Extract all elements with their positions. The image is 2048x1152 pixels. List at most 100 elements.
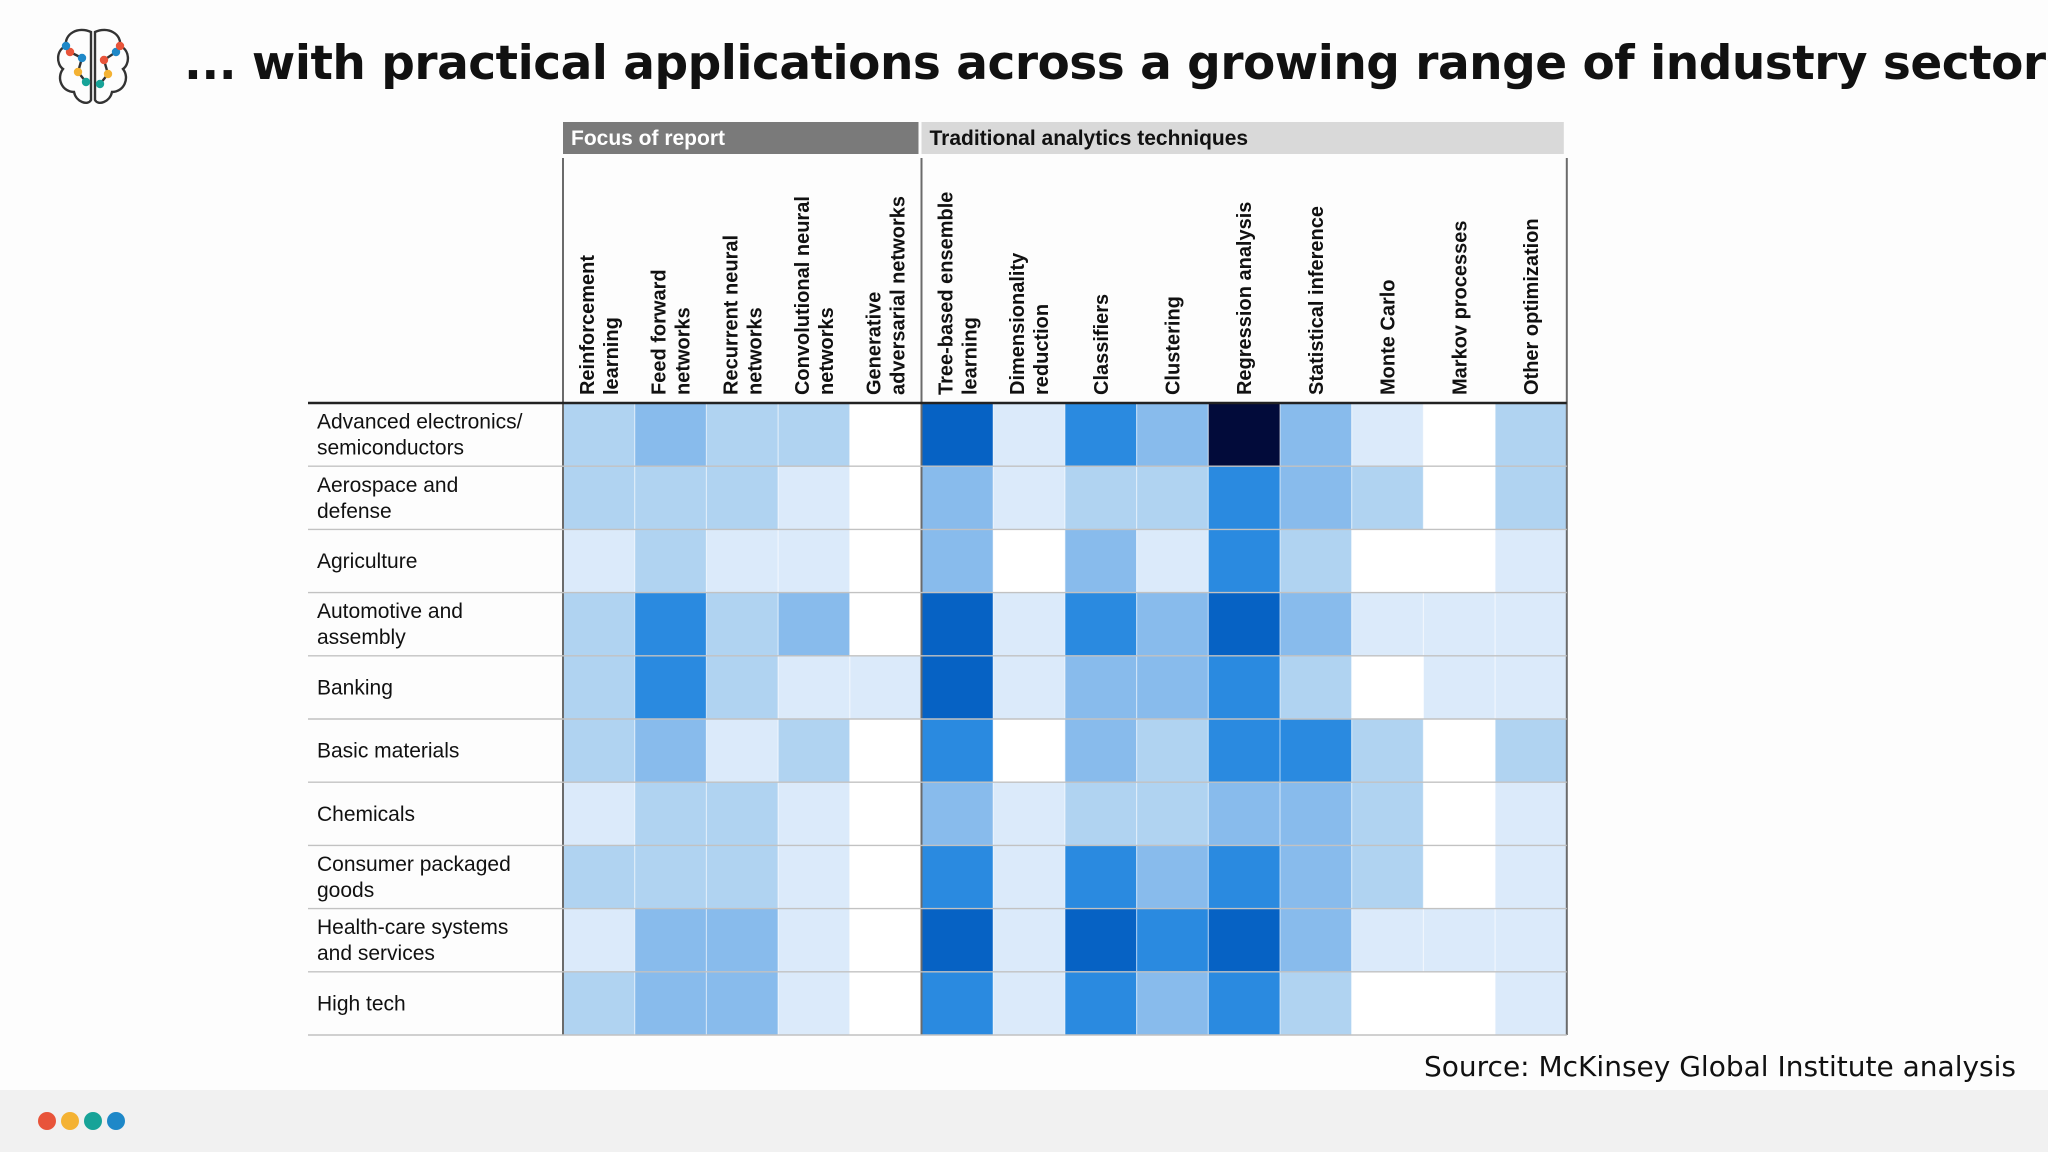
heatmap-cell [1280, 782, 1352, 846]
heatmap-cell [1280, 529, 1352, 593]
heatmap-cell [706, 719, 779, 783]
heatmap-cell [1136, 719, 1209, 783]
source-note: Source: McKinsey Global Institute analys… [1424, 1050, 2016, 1083]
heatmap-cell [563, 908, 635, 972]
heatmap-cell [1351, 403, 1424, 467]
heatmap-cell [1423, 466, 1496, 530]
heatmap-cell [1280, 592, 1352, 656]
heatmap-cell [1351, 971, 1424, 1035]
heatmap-cell [634, 719, 707, 783]
heatmap-cell [1351, 908, 1424, 972]
heatmap-cell [921, 845, 994, 909]
column-label: networks [673, 307, 695, 395]
heatmap-cell [1351, 466, 1424, 530]
heatmap-cell [921, 466, 994, 530]
column-label: Classifiers [1091, 294, 1113, 395]
heatmap-cell [1280, 466, 1352, 530]
heatmap-cell [849, 908, 922, 972]
slide-title: ... with practical applications across a… [184, 36, 2048, 91]
heatmap-cell [849, 529, 922, 593]
row-label: Advanced electronics/ [317, 411, 523, 434]
heatmap-cell [993, 719, 1065, 783]
heatmap-cell [1495, 971, 1567, 1035]
heatmap-cell [993, 908, 1065, 972]
heatmap-cell [1351, 592, 1424, 656]
heatmap-cell [634, 529, 707, 593]
heatmap-cell [778, 719, 850, 783]
heatmap-cell [1280, 845, 1352, 909]
heatmap-cell [1495, 466, 1567, 530]
logo-node [95, 79, 105, 89]
heatmap-cell [634, 845, 707, 909]
heatmap-cell [706, 908, 779, 972]
heatmap-cell [1423, 592, 1496, 656]
heatmap-cell [1280, 655, 1352, 719]
row-label: Aerospace and [317, 474, 458, 497]
heatmap-cell [849, 466, 922, 530]
heatmap-cell [921, 719, 994, 783]
heatmap-cell [993, 592, 1065, 656]
footer-dot [61, 1112, 79, 1130]
heatmap-cell [706, 655, 779, 719]
heatmap-cell [993, 845, 1065, 909]
heatmap-cell [1136, 971, 1209, 1035]
group-header-label: Focus of report [571, 127, 725, 150]
heatmap-cell [1423, 403, 1496, 467]
heatmap-cell [1351, 845, 1424, 909]
heatmap-cell [1208, 845, 1280, 909]
heatmap-cell [1136, 466, 1209, 530]
row-label: semiconductors [317, 437, 464, 460]
heatmap-cell [993, 466, 1065, 530]
column-label: adversarial networks [888, 196, 910, 395]
heatmap-cell [563, 592, 635, 656]
heatmap-cell [1208, 592, 1280, 656]
heatmap-cell [1064, 529, 1137, 593]
logo-node [73, 67, 83, 77]
heatmap-cell [1208, 719, 1280, 783]
heatmap-cell [563, 655, 635, 719]
heatmap-cell [1136, 845, 1209, 909]
heatmap-cell [634, 908, 707, 972]
heatmap-cell [778, 466, 850, 530]
brain-network-icon [56, 28, 130, 104]
heatmap-cell [1064, 845, 1137, 909]
heatmap-cell [563, 529, 635, 593]
heatmap-cell [1495, 655, 1567, 719]
heatmap-cell [849, 655, 922, 719]
heatmap-cell [706, 782, 779, 846]
heatmap-cell [1280, 971, 1352, 1035]
row-label: Health-care systems [317, 916, 508, 939]
heatmap-cell [1423, 655, 1496, 719]
heatmap-cell [849, 845, 922, 909]
logo-node [99, 55, 109, 65]
heatmap-cell [1208, 782, 1280, 846]
heatmap-cell [706, 845, 779, 909]
heatmap-cell [849, 719, 922, 783]
heatmap-cell [634, 403, 707, 467]
heatmap-cell [706, 971, 779, 1035]
logo-node [103, 69, 113, 79]
logo-node [111, 47, 121, 57]
heatmap-cell [634, 655, 707, 719]
heatmap-cell [1064, 466, 1137, 530]
heatmap-cell [1351, 655, 1424, 719]
column-label: Reinforcement [577, 255, 599, 395]
heatmap-cell [1208, 403, 1280, 467]
heatmap-cell [1064, 971, 1137, 1035]
heatmap-cell [1423, 971, 1496, 1035]
logo-node [61, 41, 71, 51]
group-header-label: Traditional analytics techniques [930, 127, 1249, 150]
heatmap-cell [993, 782, 1065, 846]
heatmap-cell [921, 655, 994, 719]
heatmap-cell [993, 971, 1065, 1035]
heatmap-cell [921, 782, 994, 846]
column-label: Recurrent neural [720, 235, 742, 395]
column-label: Convolutional neural [792, 196, 814, 395]
column-label: networks [744, 307, 766, 395]
heatmap-cell [563, 466, 635, 530]
heatmap-cell [563, 403, 635, 467]
heatmap-cell [849, 782, 922, 846]
heatmap-cell [1495, 529, 1567, 593]
row-label: and services [317, 942, 435, 965]
heatmap-cell [921, 592, 994, 656]
